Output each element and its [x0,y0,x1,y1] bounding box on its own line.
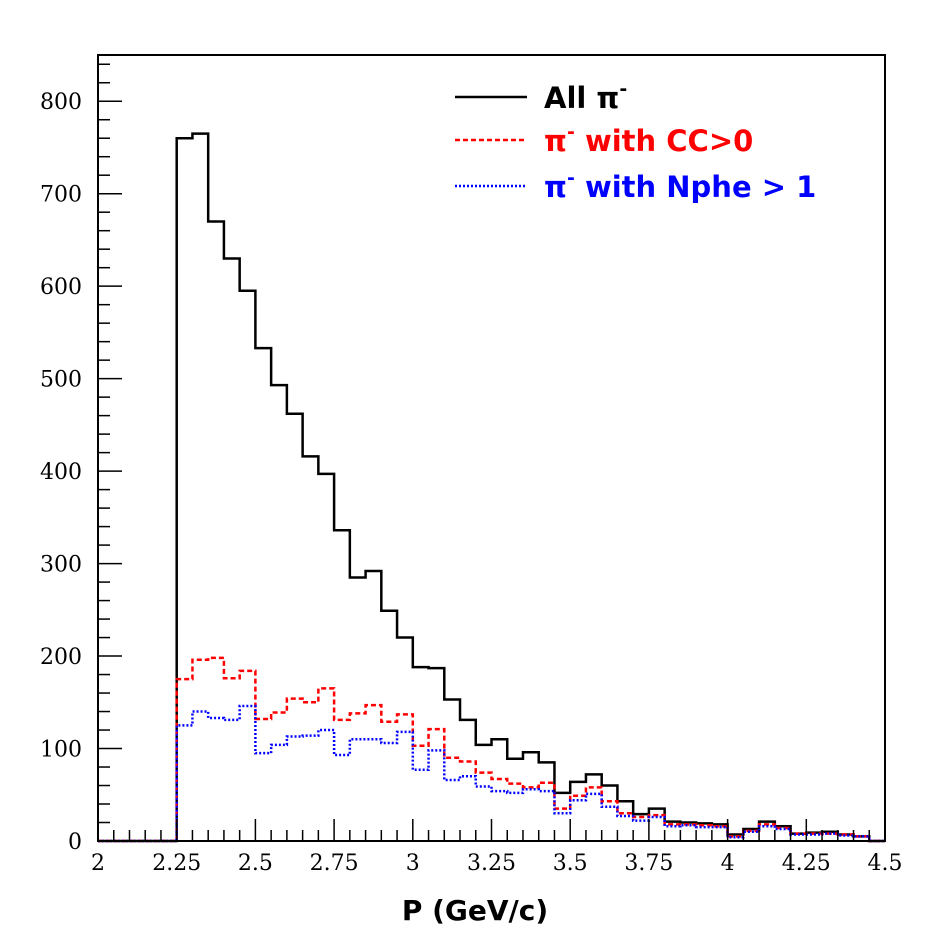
x-tick-label: 2.5 [238,851,273,876]
y-tick-label: 600 [40,275,82,300]
y-tick-label: 500 [40,368,82,393]
y-tick-label: 300 [40,553,82,578]
y-tick-label: 800 [40,90,82,115]
x-tick-label: 4.5 [868,851,903,876]
x-tick-label: 4 [721,851,735,876]
plot-area [98,132,885,843]
y-tick-label: 200 [40,645,82,670]
y-tick-label: 0 [68,830,82,855]
y-tick-label: 700 [40,183,82,208]
y-tick-labels: 0 100 200 300 400 500 600 700 800 [40,90,82,855]
legend-label-all: All π- [544,78,627,115]
x-tick-labels: 2 2.25 2.5 2.75 3 3.25 3.5 3.75 4 4.25 4.5 [91,851,903,876]
series-line-0 [98,132,885,843]
x-tick-label: 2 [91,851,105,876]
y-tick-label: 400 [40,460,82,485]
legend: All π- π- with CC>0 π- with Nphe > 1 [455,78,816,204]
y-tick-label: 100 [40,738,82,763]
series-line-2 [98,704,885,843]
x-tick-label: 3.5 [553,851,588,876]
legend-label-nphe: π- with Nphe > 1 [544,167,816,204]
x-tick-label: 2.25 [152,851,201,876]
x-tick-label: 3 [406,851,420,876]
axis-ticks [97,63,886,842]
x-axis-title: P (GeV/c) [402,894,548,927]
series-line-1 [98,656,885,843]
x-tick-label: 3.25 [467,851,516,876]
x-tick-label: 2.75 [310,851,359,876]
x-tick-label: 4.25 [782,851,831,876]
legend-label-cc: π- with CC>0 [544,121,753,158]
x-tick-label: 3.75 [624,851,673,876]
